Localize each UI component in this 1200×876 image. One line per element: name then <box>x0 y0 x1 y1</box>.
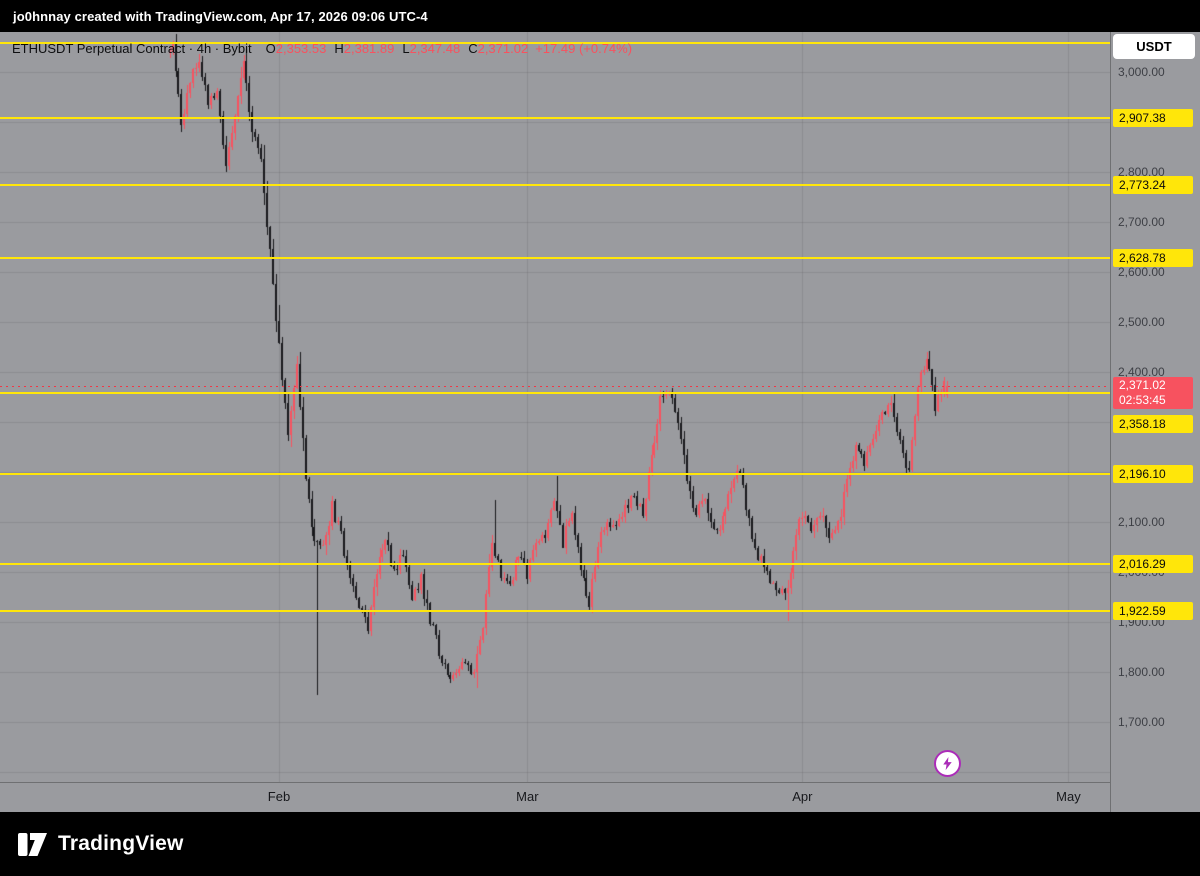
ohlc-open-label: O <box>265 41 276 56</box>
candlestick-canvas[interactable] <box>0 32 1110 782</box>
ohlc-high-label: H <box>334 41 344 56</box>
price-axis-label: 1,800.00 <box>1118 665 1165 679</box>
ohlc-high-value: 2,381.89 <box>343 41 395 56</box>
ohlc-low-label: L <box>402 41 410 56</box>
price-level-line[interactable] <box>0 184 1110 187</box>
symbol-legend[interactable]: ETHUSDT Perpetual Contract · 4h · Bybit O… <box>12 41 632 56</box>
attribution-text: jo0hnnay created with TradingView.com, A… <box>13 8 428 24</box>
price-level-badge: 2,016.29 <box>1113 554 1193 573</box>
price-axis-label: 2,100.00 <box>1118 515 1165 529</box>
price-axis-label: 2,800.00 <box>1118 165 1165 179</box>
plot-pane[interactable]: ETHUSDT Perpetual Contract · 4h · Bybit O… <box>0 32 1110 782</box>
quick-trade-button[interactable] <box>934 750 961 777</box>
price-level-line[interactable] <box>0 562 1110 565</box>
ohlc-close-label: C <box>468 41 478 56</box>
brand-name[interactable]: TradingView <box>58 832 184 855</box>
price-axis-label: 2,600.00 <box>1118 265 1165 279</box>
price-level-line[interactable] <box>0 609 1110 612</box>
price-level-line[interactable] <box>0 391 1110 394</box>
price-level-badge: 2,773.24 <box>1113 176 1193 195</box>
price-level-badge: 1,922.59 <box>1113 601 1193 620</box>
price-level-line[interactable] <box>0 256 1110 259</box>
ohlc-close-value: 2,371.02 <box>477 41 529 56</box>
time-axis[interactable]: Feb Mar Apr May <box>0 782 1110 812</box>
price-axis-label: 2,500.00 <box>1118 315 1165 329</box>
price-level-line[interactable] <box>0 42 1110 44</box>
tradingview-logo[interactable] <box>18 832 48 856</box>
attribution-bar: jo0hnnay created with TradingView.com, A… <box>0 0 1200 32</box>
ohlc-open-value: 2,353.53 <box>275 41 327 56</box>
price-level-badge: 2,907.38 <box>1113 109 1193 128</box>
current-price-line <box>0 386 1110 387</box>
price-axis-label: 2,700.00 <box>1118 215 1165 229</box>
candle-countdown: 02:53:45 <box>1119 393 1166 408</box>
time-axis-label: Apr <box>792 789 813 804</box>
ohlc-open: O2,353.53 <box>266 41 327 56</box>
price-axis-label: 2,400.00 <box>1118 365 1165 379</box>
price-level-badge: 2,196.10 <box>1113 464 1193 483</box>
lightning-icon <box>943 756 952 771</box>
ohlc-low: L2,347.48 <box>402 41 460 56</box>
time-axis-label: May <box>1056 789 1081 804</box>
price-axis[interactable]: USDT 3,000.00 2,800.00 2,700.00 2,600.00 2,5… <box>1110 32 1200 812</box>
price-level-badge: 2,628.78 <box>1113 248 1193 267</box>
ohlc-close: C2,371.02 <box>468 41 528 56</box>
ohlc-low-value: 2,347.48 <box>409 41 461 56</box>
time-axis-label: Mar <box>516 789 539 804</box>
price-axis-label: 3,000.00 <box>1118 65 1165 79</box>
price-level-line[interactable] <box>0 472 1110 475</box>
price-change: +17.49 (+0.74%) <box>535 41 633 56</box>
price-axis-label: 1,700.00 <box>1118 715 1165 729</box>
current-price-value: 2,371.02 <box>1119 378 1166 393</box>
time-axis-label: Feb <box>267 789 291 804</box>
chart-area: ETHUSDT Perpetual Contract · 4h · Bybit O… <box>0 32 1200 812</box>
price-level-line[interactable] <box>0 117 1110 120</box>
symbol-title[interactable]: ETHUSDT Perpetual Contract · 4h · Bybit <box>12 41 252 56</box>
price-level-badge-offset: 2,358.18 <box>1113 415 1193 434</box>
current-price-badge: 2,371.02 02:53:45 <box>1113 377 1193 410</box>
currency-toggle-button[interactable]: USDT <box>1113 34 1195 59</box>
footer-bar: TradingView <box>0 812 1200 876</box>
ohlc-high: H2,381.89 <box>334 41 394 56</box>
